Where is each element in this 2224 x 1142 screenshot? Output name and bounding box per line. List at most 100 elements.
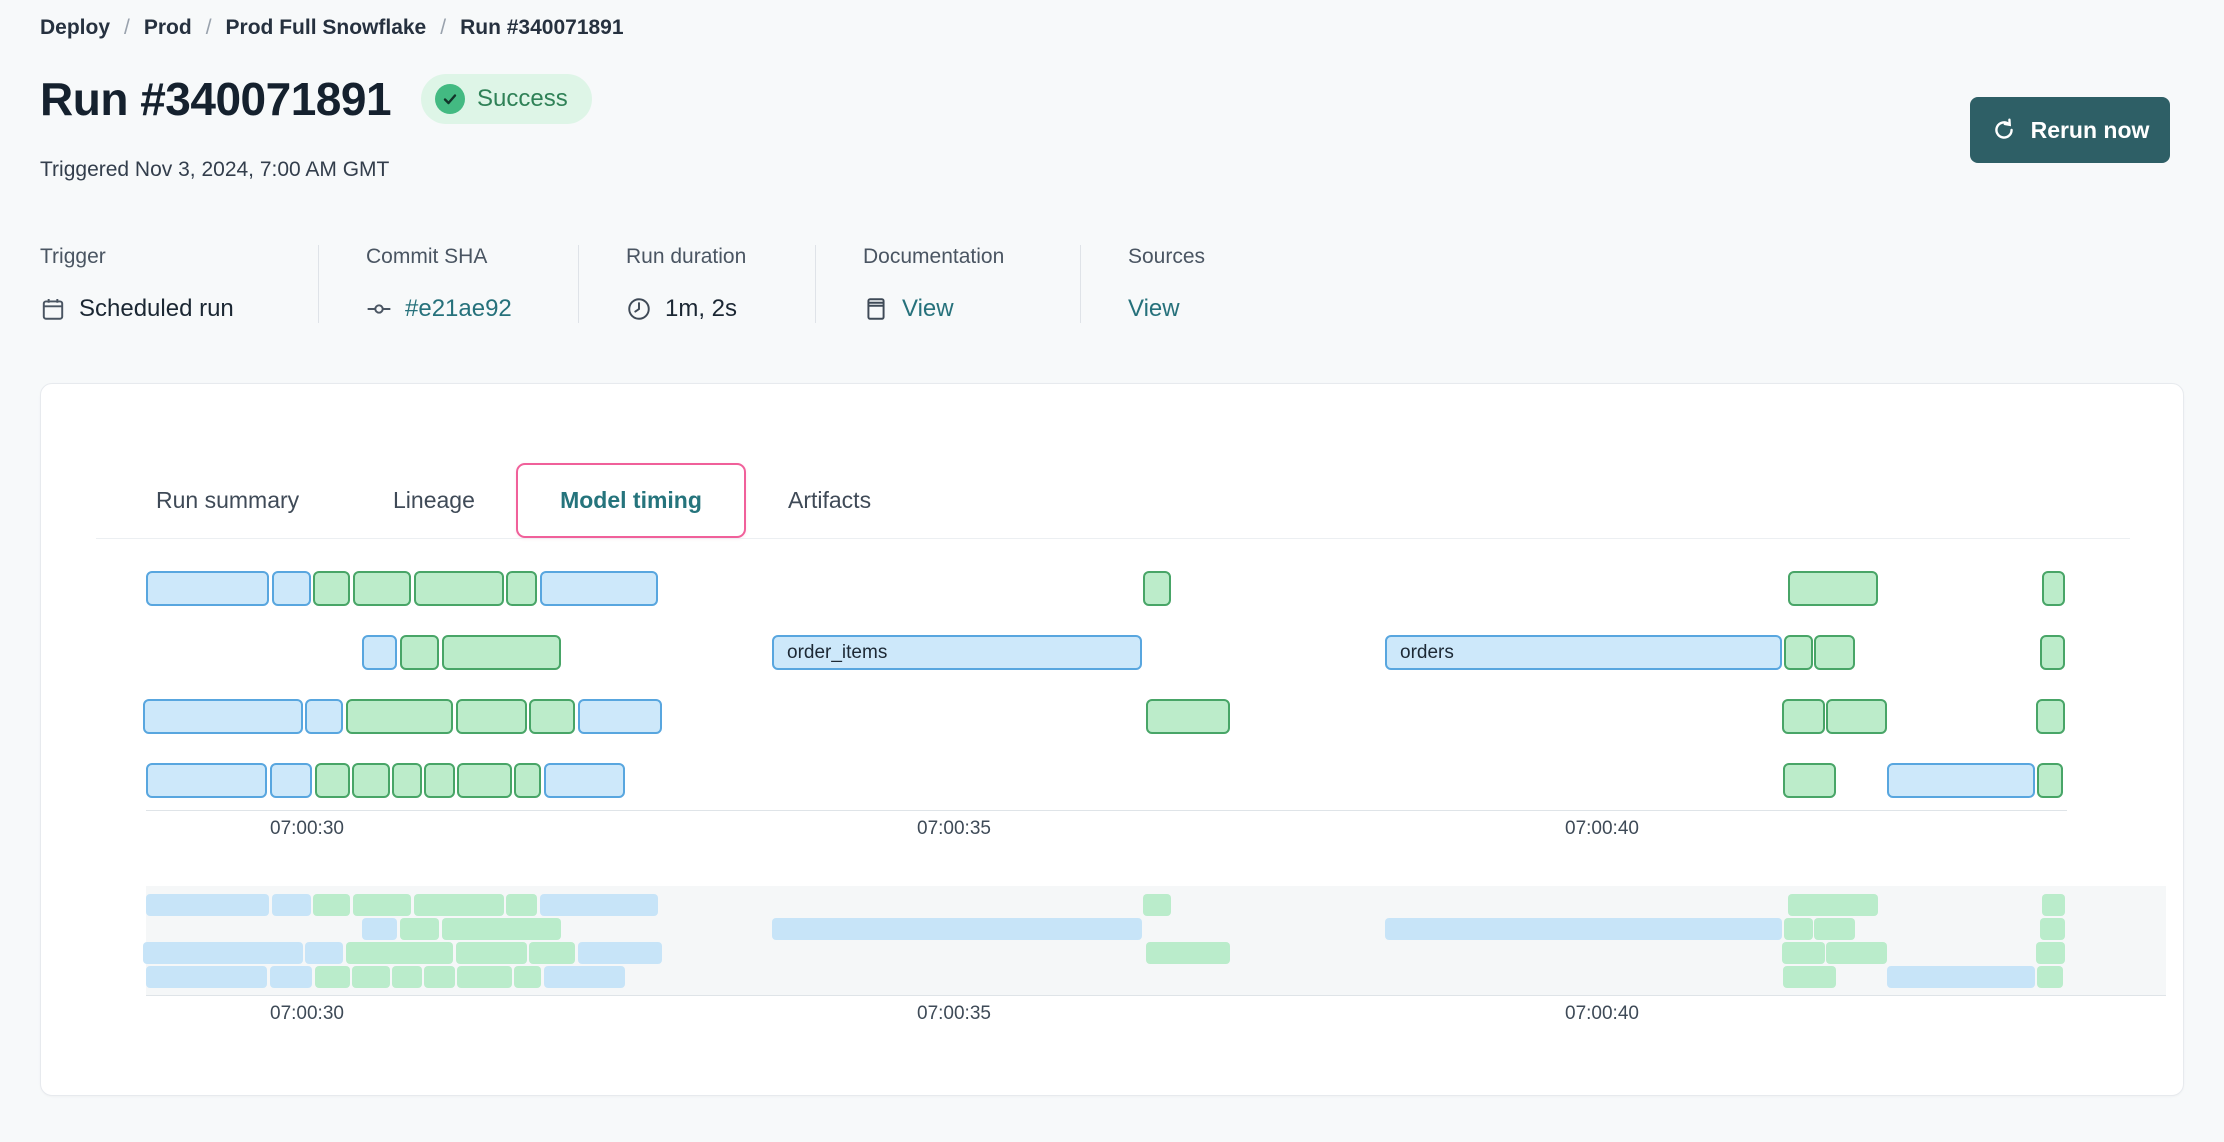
- gantt-bar[interactable]: [1782, 699, 1825, 734]
- gantt-bar[interactable]: [1146, 699, 1230, 734]
- breadcrumb-current: Run #340071891: [460, 16, 624, 39]
- breadcrumb-link[interactable]: Deploy: [40, 16, 111, 39]
- meta-value-text: #e21ae92: [405, 295, 512, 322]
- rerun-now-button[interactable]: Rerun now: [1970, 97, 2170, 163]
- meta-label: Run duration: [626, 245, 747, 268]
- gantt-bar[interactable]: [2036, 699, 2065, 734]
- minimap-bar: [146, 894, 269, 916]
- meta-col-commit-sha: Commit SHA #e21ae92: [318, 245, 578, 323]
- tab-lineage[interactable]: Lineage: [393, 487, 475, 513]
- minimap-bar: [146, 966, 267, 988]
- gantt-bar[interactable]: [506, 571, 537, 606]
- gantt-bar[interactable]: [272, 571, 311, 606]
- gantt-bar[interactable]: [578, 699, 662, 734]
- breadcrumb-link[interactable]: Prod Full Snowflake: [225, 16, 427, 39]
- gantt-bar[interactable]: [315, 763, 350, 798]
- meta-value-link[interactable]: View: [1128, 295, 1205, 323]
- minimap-bar: [2040, 918, 2065, 940]
- model-timing-gantt: order_items orders: [143, 571, 2067, 811]
- gantt-bar[interactable]: [362, 635, 397, 670]
- minimap-bar: [544, 966, 625, 988]
- gantt-bar[interactable]: [2040, 635, 2065, 670]
- gantt-bar[interactable]: [529, 699, 575, 734]
- minimap-bar: [143, 942, 303, 964]
- status-badge-label: Success: [477, 85, 568, 112]
- minimap-bar: [400, 918, 439, 940]
- gantt-bar-orders[interactable]: orders: [1385, 635, 1782, 670]
- breadcrumb-separator: /: [205, 16, 212, 39]
- meta-value-link[interactable]: #e21ae92: [366, 295, 548, 323]
- docs-icon: [863, 296, 889, 322]
- gantt-bar[interactable]: [352, 763, 390, 798]
- minimap-bar: [578, 942, 662, 964]
- gantt-bar[interactable]: [2037, 763, 2063, 798]
- meta-value-text: Scheduled run: [79, 295, 234, 322]
- tab-run-summary[interactable]: Run summary: [156, 487, 300, 513]
- gantt-bar[interactable]: [353, 571, 411, 606]
- minimap-bar: [392, 966, 422, 988]
- meta-value-link[interactable]: View: [863, 295, 1050, 323]
- gantt-bar[interactable]: [305, 699, 343, 734]
- gantt-bar[interactable]: [1788, 571, 1878, 606]
- minimap-bar: [1814, 918, 1855, 940]
- axis-tick-label: 07:00:35: [917, 818, 991, 839]
- tab-artifacts[interactable]: Artifacts: [788, 487, 872, 513]
- minimap-bar: [353, 894, 411, 916]
- minimap-bar: [1782, 942, 1825, 964]
- gantt-bar[interactable]: [442, 635, 561, 670]
- gantt-bar[interactable]: [1814, 635, 1855, 670]
- minimap-bar: [442, 918, 561, 940]
- meta-label: Trigger: [40, 245, 106, 268]
- meta-label: Documentation: [863, 245, 1005, 268]
- minimap-bar: [1784, 918, 1813, 940]
- minimap-bar: [772, 918, 1142, 940]
- minimap-bar: [456, 942, 527, 964]
- tab-bar: Run summary Lineage Model timing Artifacts: [41, 463, 2183, 538]
- meta-value: 1m, 2s: [626, 295, 785, 323]
- minimap-bar: [1783, 966, 1836, 988]
- gantt-bar[interactable]: [457, 763, 512, 798]
- meta-value-text: View: [1128, 295, 1180, 322]
- minimap-bar: [529, 942, 575, 964]
- gantt-bar[interactable]: [143, 699, 303, 734]
- gantt-bar[interactable]: [1784, 635, 1813, 670]
- gantt-bar[interactable]: [540, 571, 658, 606]
- minimap-bar: [352, 966, 390, 988]
- tab-model-timing[interactable]: Model timing: [516, 463, 746, 538]
- gantt-bar[interactable]: [270, 763, 312, 798]
- minimap-bar: [346, 942, 453, 964]
- gantt-bar[interactable]: [544, 763, 625, 798]
- breadcrumb-link[interactable]: Prod: [143, 16, 192, 39]
- minimap-bar: [424, 966, 455, 988]
- meta-value: Scheduled run: [40, 295, 288, 323]
- gantt-bar[interactable]: [1826, 699, 1887, 734]
- gantt-bar[interactable]: [400, 635, 439, 670]
- meta-col-documentation: Documentation View: [815, 245, 1080, 323]
- gantt-bar[interactable]: [1143, 571, 1171, 606]
- success-check-icon: [435, 84, 466, 114]
- gantt-bar[interactable]: [414, 571, 504, 606]
- gantt-bar[interactable]: [146, 763, 267, 798]
- gantt-bar[interactable]: [1887, 763, 2035, 798]
- minimap-bar: [362, 918, 397, 940]
- gantt-bar[interactable]: [1783, 763, 1836, 798]
- minimap-bar: [514, 966, 541, 988]
- gantt-bar[interactable]: [346, 699, 453, 734]
- gantt-bar[interactable]: [392, 763, 422, 798]
- meta-col-trigger: Trigger Scheduled run: [40, 245, 318, 323]
- run-detail-card: Run summary Lineage Model timing Artifacts …: [40, 383, 2184, 1096]
- minimap-bar: [2036, 942, 2065, 964]
- gantt-bar[interactable]: [146, 571, 269, 606]
- minimap-bar: [414, 894, 504, 916]
- breadcrumb-separator: /: [124, 16, 130, 39]
- gantt-bar[interactable]: [456, 699, 527, 734]
- axis-tick-label: 07:00:30: [270, 1003, 344, 1024]
- gantt-bar-order_items[interactable]: order_items: [772, 635, 1142, 670]
- model-timing-minimap[interactable]: [143, 886, 2166, 996]
- gantt-bar[interactable]: [313, 571, 350, 606]
- minimap-bar: [1826, 942, 1887, 964]
- gantt-bar[interactable]: [424, 763, 455, 798]
- gantt-bar[interactable]: [514, 763, 541, 798]
- gantt-bar[interactable]: [2042, 571, 2065, 606]
- minimap-bar: [2042, 894, 2065, 916]
